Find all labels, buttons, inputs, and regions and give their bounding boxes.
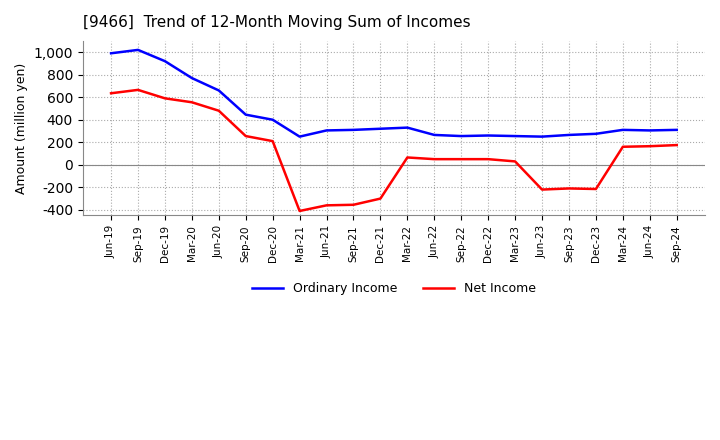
- Ordinary Income: [161, 59, 169, 64]
- Net Income: [645, 143, 654, 149]
- Ordinary Income: [457, 133, 466, 139]
- Net Income: [107, 91, 115, 96]
- Net Income: [592, 187, 600, 192]
- Ordinary Income: [376, 126, 384, 132]
- Net Income: [323, 203, 331, 208]
- Y-axis label: Amount (million yen): Amount (million yen): [15, 62, 28, 194]
- Net Income: [295, 208, 304, 213]
- Ordinary Income: [564, 132, 573, 138]
- Net Income: [564, 186, 573, 191]
- Ordinary Income: [403, 125, 412, 130]
- Net Income: [215, 108, 223, 114]
- Net Income: [618, 144, 627, 150]
- Ordinary Income: [269, 117, 277, 122]
- Net Income: [161, 95, 169, 101]
- Ordinary Income: [134, 47, 143, 52]
- Net Income: [484, 157, 492, 162]
- Line: Net Income: Net Income: [111, 90, 677, 211]
- Ordinary Income: [672, 127, 681, 132]
- Ordinary Income: [484, 133, 492, 138]
- Ordinary Income: [538, 134, 546, 139]
- Net Income: [376, 196, 384, 201]
- Ordinary Income: [323, 128, 331, 133]
- Net Income: [457, 157, 466, 162]
- Net Income: [187, 99, 196, 105]
- Ordinary Income: [295, 134, 304, 139]
- Net Income: [430, 157, 438, 162]
- Net Income: [349, 202, 358, 207]
- Line: Ordinary Income: Ordinary Income: [111, 50, 677, 137]
- Ordinary Income: [349, 127, 358, 132]
- Text: [9466]  Trend of 12-Month Moving Sum of Incomes: [9466] Trend of 12-Month Moving Sum of I…: [83, 15, 470, 30]
- Ordinary Income: [592, 131, 600, 136]
- Ordinary Income: [107, 51, 115, 56]
- Net Income: [672, 143, 681, 148]
- Ordinary Income: [241, 112, 250, 117]
- Net Income: [241, 133, 250, 139]
- Ordinary Income: [187, 75, 196, 81]
- Net Income: [403, 155, 412, 160]
- Ordinary Income: [645, 128, 654, 133]
- Net Income: [538, 187, 546, 192]
- Net Income: [134, 87, 143, 92]
- Ordinary Income: [510, 133, 519, 139]
- Ordinary Income: [618, 127, 627, 132]
- Net Income: [269, 139, 277, 144]
- Ordinary Income: [430, 132, 438, 138]
- Legend: Ordinary Income, Net Income: Ordinary Income, Net Income: [247, 277, 541, 300]
- Net Income: [510, 159, 519, 164]
- Ordinary Income: [215, 88, 223, 93]
